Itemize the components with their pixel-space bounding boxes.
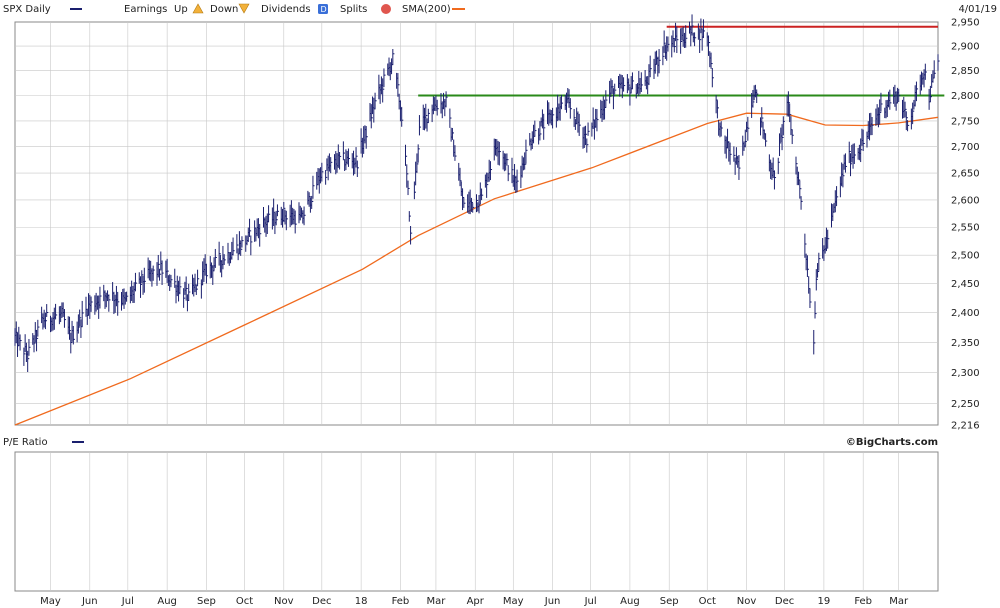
y-tick-label: 2,850 — [951, 66, 980, 77]
x-tick-label: Dec — [775, 596, 794, 607]
y-tick-label: 2,450 — [951, 279, 980, 290]
main-plot-frame — [14, 21, 939, 426]
y-tick-label: 2,300 — [951, 368, 980, 379]
x-tick-label: Jul — [121, 596, 134, 607]
x-axis-month-labels: May Jun Jul Aug Sep Oct Nov Dec 18 Feb Mar Apr May Ju… — [40, 596, 909, 607]
x-tick-label: Jul — [584, 596, 597, 607]
x-tick-label: Oct — [236, 596, 253, 607]
y-tick-label: 2,650 — [951, 169, 980, 180]
reference-lines — [418, 25, 945, 97]
pe-ratio-title: P/E Ratio — [3, 437, 48, 448]
sma200-line — [14, 112, 939, 426]
x-tick-label: May — [40, 596, 61, 607]
legend-dividends: Dividends — [261, 4, 311, 15]
y-tick-label: 2,800 — [951, 91, 980, 102]
y-tick-label: 2,600 — [951, 195, 980, 206]
x-tick-label: Mar — [889, 596, 909, 607]
x-tick-label: Jun — [81, 596, 98, 607]
vertical-gridlines — [50, 22, 899, 425]
x-tick-label: 18 — [355, 596, 368, 607]
x-tick-label: Feb — [854, 596, 872, 607]
legend-symbol: SPX Daily — [3, 4, 51, 15]
legend-up: Up — [174, 4, 188, 15]
x-tick-label: 19 — [818, 596, 831, 607]
x-tick-label: Oct — [699, 596, 716, 607]
credit-text: ©BigCharts.com — [846, 437, 938, 448]
y-tick-label: 2,950 — [951, 18, 980, 29]
y-tick-label: 2,250 — [951, 399, 980, 410]
y-tick-label: 2,500 — [951, 251, 980, 262]
x-tick-label: Aug — [157, 596, 177, 607]
earnings-up-icon — [192, 3, 204, 14]
pe-ratio-frame — [14, 451, 939, 592]
y-tick-label: 2,750 — [951, 116, 980, 127]
dividends-icon — [318, 4, 328, 14]
legend: SPX Daily Earnings Up Down Dividends D S… — [3, 3, 997, 15]
y-tick-label: 2,700 — [951, 142, 980, 153]
y-tick-label: 2,350 — [951, 338, 980, 349]
legend-splits: Splits — [340, 4, 367, 15]
x-tick-label: Sep — [660, 596, 679, 607]
x-tick-label: Nov — [274, 596, 294, 607]
y-tick-label: 2,400 — [951, 308, 980, 319]
price-bars — [14, 14, 940, 373]
splits-icon — [381, 4, 391, 14]
earnings-down-icon — [238, 3, 250, 14]
y-tick-label: 2,900 — [951, 42, 980, 53]
x-tick-label: Feb — [392, 596, 410, 607]
legend-sma: SMA(200) — [402, 4, 451, 15]
x-tick-label: Sep — [197, 596, 216, 607]
x-tick-label: Nov — [737, 596, 757, 607]
pe-vertical-gridlines — [50, 452, 899, 591]
legend-down: Down — [210, 4, 238, 15]
y-tick-label: 2,216 — [951, 421, 980, 432]
x-tick-label: May — [503, 596, 524, 607]
dividends-icon-letter: D — [321, 5, 327, 14]
x-tick-label: Mar — [426, 596, 446, 607]
legend-date: 4/01/19 — [958, 4, 997, 15]
legend-earnings: Earnings — [124, 4, 167, 15]
y-axis-tick-labels: 2,950 2,900 2,850 2,800 2,750 2,700 2,650 2,600… — [951, 18, 980, 432]
x-tick-label: Apr — [467, 596, 485, 607]
x-tick-label: Dec — [312, 596, 331, 607]
y-tick-label: 2,550 — [951, 223, 980, 234]
x-tick-label: Jun — [544, 596, 561, 607]
x-tick-label: Aug — [620, 596, 640, 607]
